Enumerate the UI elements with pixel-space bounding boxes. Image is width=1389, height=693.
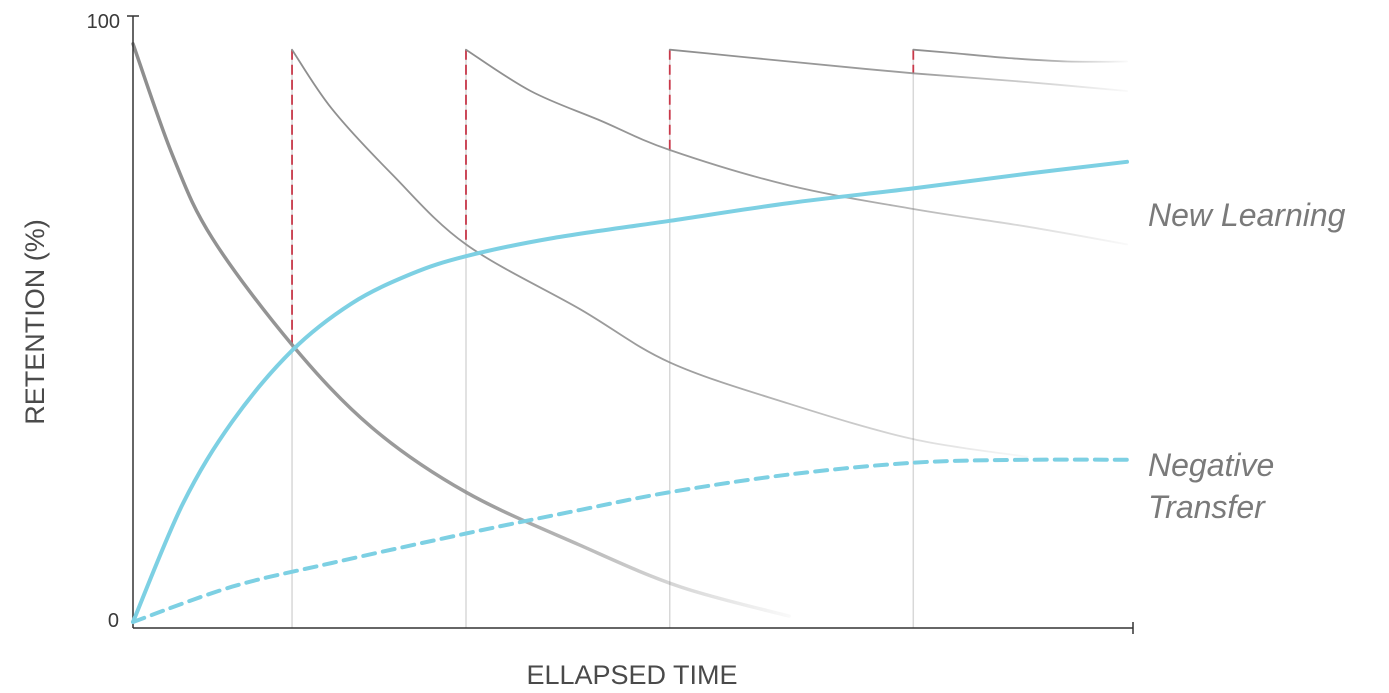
forgetting-curve-4 <box>668 48 1128 92</box>
y-tick-label-100: 100 <box>87 11 120 33</box>
series-lines <box>131 159 1129 624</box>
series-line-negative-transfer <box>131 457 1129 624</box>
forgetting-curve-5 <box>912 48 1128 63</box>
x-axis-label: ELLAPSED TIME <box>526 660 737 690</box>
series-line-new-learning <box>131 159 1129 624</box>
y-tick-label-0: 0 <box>108 610 119 632</box>
review-lines <box>291 49 915 628</box>
axes <box>127 15 1134 634</box>
y-axis-label: RETENTION (%) <box>20 219 50 425</box>
series-label-negative-transfer: Negative Transfer <box>1148 447 1274 525</box>
forgetting-curve-2 <box>291 48 1029 458</box>
forgetting-curves <box>131 42 1128 618</box>
series-label-new-learning: New Learning <box>1148 197 1346 233</box>
forgetting-curve-1 <box>131 42 791 618</box>
forgetting-curve-3 <box>465 48 1128 246</box>
